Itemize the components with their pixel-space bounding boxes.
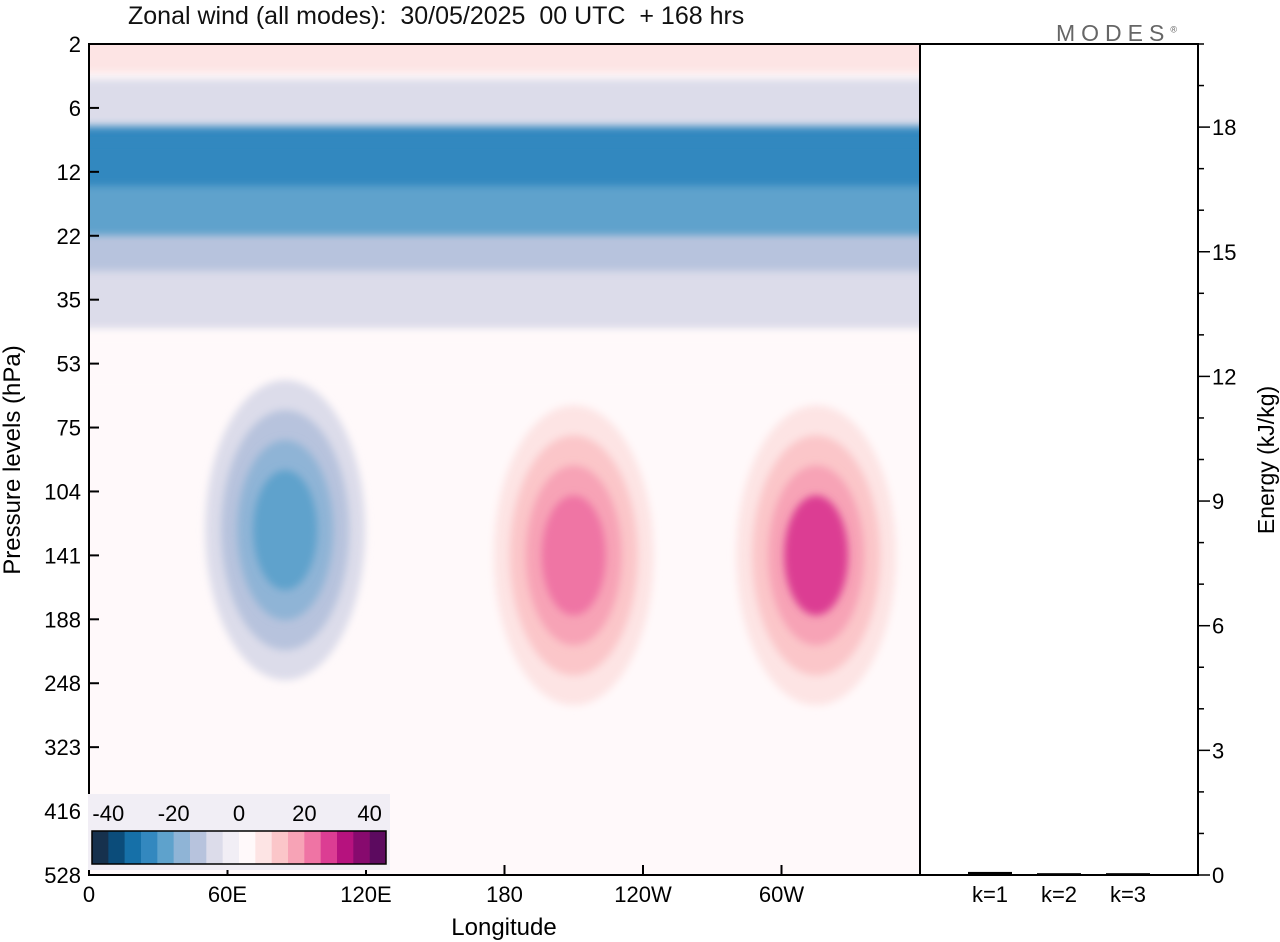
brand-logo: MODES® bbox=[1056, 20, 1177, 47]
y-tick-label-8: 141 bbox=[44, 543, 81, 568]
x-tick-label-4: 120W bbox=[614, 882, 672, 907]
colorbar-swatch-15 bbox=[337, 831, 354, 864]
colorbar-swatch-4 bbox=[157, 831, 174, 864]
energy-bar-k=3 bbox=[1106, 873, 1150, 875]
x-tick-label-3: 180 bbox=[486, 882, 523, 907]
energy-panel-frame bbox=[919, 43, 1199, 876]
colorbar-swatch-11 bbox=[271, 831, 289, 864]
energy-bars: k=1 k=2 k=3 bbox=[968, 871, 1150, 907]
y-tick-label-13: 528 bbox=[44, 863, 81, 888]
colorbar: -40 -20 0 20 40 bbox=[88, 794, 390, 870]
wind-band-6 bbox=[89, 270, 920, 329]
y-tick-label-12: 416 bbox=[44, 799, 81, 824]
colorbar-swatch-0 bbox=[92, 831, 109, 864]
y-tick-label-3: 22 bbox=[57, 224, 81, 249]
energy-category-label-0: k=1 bbox=[972, 882, 1008, 907]
colorbar-label-3: 20 bbox=[292, 801, 316, 826]
y-tick-label-5: 53 bbox=[57, 352, 81, 377]
y-tick-label-10: 248 bbox=[44, 671, 81, 696]
y-tick-label-9: 188 bbox=[44, 607, 81, 632]
wind-core-8-3 bbox=[253, 470, 318, 591]
wind-core-10-3 bbox=[784, 495, 849, 616]
energy-tick-label-6: 6 bbox=[1212, 614, 1224, 639]
colorbar-swatch-8 bbox=[222, 831, 240, 864]
wind-band-0 bbox=[89, 44, 920, 73]
colorbar-swatch-14 bbox=[320, 831, 338, 864]
colorbar-swatch-9 bbox=[239, 831, 256, 864]
colorbar-swatch-13 bbox=[304, 831, 321, 864]
y-tick-label-6: 75 bbox=[57, 416, 81, 441]
x-tick-label-1: 60E bbox=[208, 882, 247, 907]
colorbar-swatch-10 bbox=[255, 831, 272, 864]
energy-tick-label-12: 12 bbox=[1212, 364, 1236, 389]
y-tick-label-7: 104 bbox=[44, 479, 81, 504]
colorbar-swatch-5 bbox=[173, 831, 191, 864]
energy-axis-label: Energy (kJ/kg) bbox=[1253, 386, 1279, 534]
wind-band-7 bbox=[89, 334, 920, 393]
energy-tick-label-0: 0 bbox=[1212, 863, 1224, 888]
wind-band-4 bbox=[89, 185, 920, 244]
brand-text: MODES bbox=[1056, 20, 1171, 46]
colorbar-swatch-16 bbox=[353, 831, 370, 864]
energy-bar-k=1 bbox=[968, 871, 1012, 875]
wind-core-9-3 bbox=[541, 495, 606, 616]
y-tick-label-11: 323 bbox=[44, 735, 81, 760]
energy-tick-label-15: 15 bbox=[1212, 240, 1236, 265]
x-tick-label-2: 120E bbox=[340, 882, 391, 907]
registered-mark: ® bbox=[1170, 24, 1177, 35]
colorbar-label-0: -40 bbox=[92, 801, 124, 826]
energy-tick-label-3: 3 bbox=[1212, 738, 1224, 763]
colorbar-swatch-1 bbox=[108, 831, 125, 864]
colorbar-label-1: -20 bbox=[158, 801, 190, 826]
colorbar-swatch-7 bbox=[206, 831, 223, 864]
y-tick-label-4: 35 bbox=[57, 288, 81, 313]
colorbar-frame bbox=[91, 830, 387, 865]
energy-category-label-1: k=2 bbox=[1041, 882, 1077, 907]
colorbar-swatch-2 bbox=[124, 831, 142, 864]
y-axis-label: Pressure levels (hPa) bbox=[0, 345, 26, 574]
y-tick-label-1: 6 bbox=[69, 96, 81, 121]
colorbar-swatch-6 bbox=[190, 831, 207, 864]
energy-tick-label-18: 18 bbox=[1212, 115, 1236, 140]
colorbar-label-4: 40 bbox=[357, 801, 381, 826]
x-tick-label-0: 0 bbox=[83, 882, 95, 907]
colorbar-swatch-17 bbox=[369, 831, 387, 864]
colorbar-label-2: 0 bbox=[233, 801, 245, 826]
energy-bar-k=2 bbox=[1037, 873, 1081, 875]
y-tick-label-2: 12 bbox=[57, 160, 81, 185]
x-axis-label: Longitude bbox=[451, 914, 556, 941]
colorbar-swatch-3 bbox=[141, 831, 158, 864]
x-axis: 0 60E 120E 180 120W 60W bbox=[83, 865, 804, 907]
chart-title: Zonal wind (all modes): 30/05/2025 00 UT… bbox=[128, 2, 745, 30]
colorbar-swatch-12 bbox=[288, 831, 305, 864]
energy-category-label-2: k=3 bbox=[1110, 882, 1146, 907]
energy-tick-label-9: 9 bbox=[1212, 489, 1224, 514]
y-tick-label-0: 2 bbox=[69, 32, 81, 57]
heatmap bbox=[89, 44, 920, 706]
energy-axis: 0 3 6 9 12 15 18 bbox=[1198, 43, 1236, 888]
x-tick-label-5: 60W bbox=[759, 882, 804, 907]
